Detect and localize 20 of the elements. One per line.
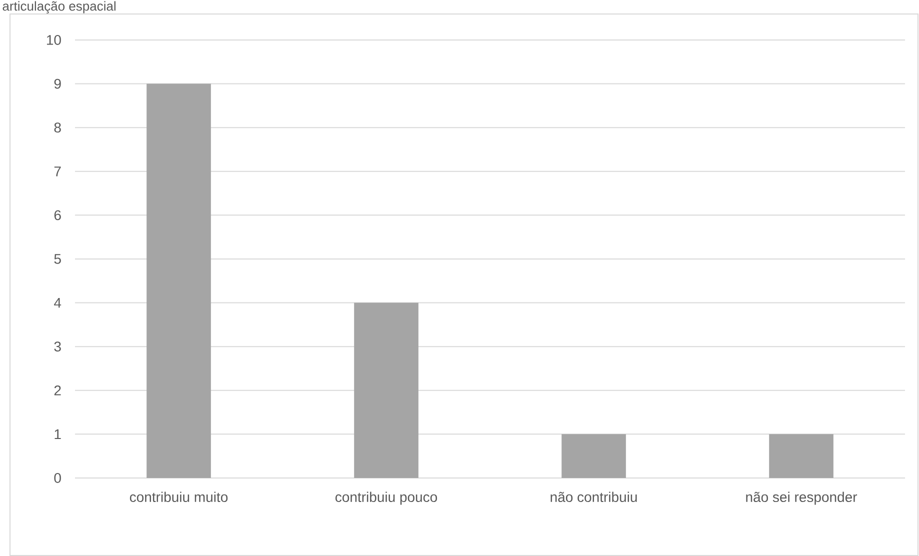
y-tick-label: 7 (54, 166, 61, 176)
x-tick-label: não sei responder (746, 492, 858, 505)
y-tick-label: 10 (46, 35, 61, 45)
x-tick-label: contribuiu pouco (335, 492, 438, 505)
bar (769, 434, 834, 478)
y-tick-label: 2 (54, 385, 61, 396)
y-tick-label: 0 (54, 473, 61, 483)
x-tick-label: não contribuiu (550, 492, 637, 502)
bar (562, 434, 626, 478)
x-tick-label: contribuiu muito (130, 492, 228, 502)
y-tick-label: 3 (54, 342, 61, 352)
bar (354, 302, 418, 478)
y-tick-label: 6 (54, 210, 61, 220)
y-tick-label: 1 (54, 429, 61, 439)
chart-title: articulação espacial (2, 1, 116, 14)
y-tick-label: 9 (54, 78, 61, 89)
y-tick-label: 5 (54, 254, 61, 264)
bar (146, 84, 211, 478)
y-tick-label: 4 (54, 298, 62, 308)
y-tick-label: 8 (54, 122, 61, 133)
